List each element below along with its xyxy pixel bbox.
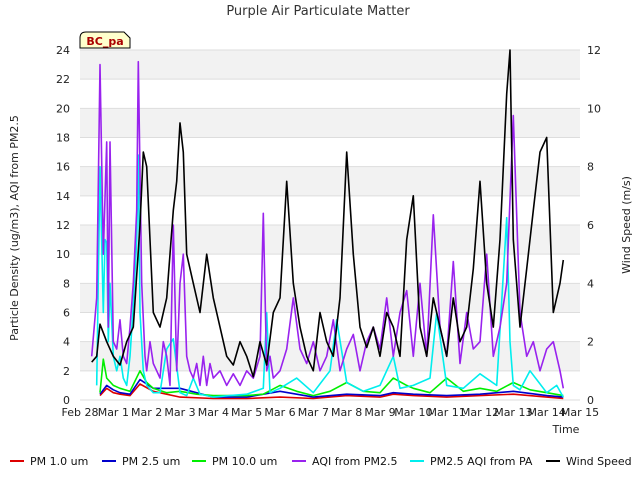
y-tick-label: 14 [56,190,70,203]
y2-tick-label: 10 [587,102,601,115]
x-tick-label: Mar 13 [494,406,532,419]
grid-band [80,79,580,109]
grid-band [80,108,580,138]
x-tick-label: Mar 3 [164,406,195,419]
y-tick-label: 20 [56,102,70,115]
x-tick-label: Mar 4 [198,406,229,419]
series-line-pm-1-0-um [99,383,564,400]
x-tick-label: Mar 6 [264,406,295,419]
grid-band [80,137,580,167]
station-badge-label: BC_pa [86,35,123,48]
chart-title: Purple Air Particulate Matter [226,4,410,19]
legend-label-pm-1-0-um: PM 1.0 um [30,455,88,468]
grid-band [80,50,580,80]
y-tick-label: 4 [63,336,70,349]
y-tick-label: 12 [56,219,70,232]
legend-label-pm-2-5-um: PM 2.5 um [122,455,180,468]
y-tick-label: 10 [56,248,70,261]
y-tick-label: 22 [56,73,70,86]
x-axis-label: Time [552,423,580,436]
series-line-pm2-5-aqi-from-pa [95,154,564,398]
x-tick-label: Mar 11 [428,406,466,419]
y2-tick-label: 6 [587,219,594,232]
y2-axis-label: Wind Speed (m/s) [620,176,633,274]
y-tick-label: 6 [63,307,70,320]
series-line-pm-2-5-um [99,378,564,398]
y-axis-right: 0 2 4 6 8 10 12 [587,44,601,407]
grid-band [80,225,580,255]
legend-label-pm2-5-aqi-from-pa: PM2.5 AQI from PA [430,455,533,468]
y2-tick-label: 0 [587,394,594,407]
legend: PM 1.0 um PM 2.5 um PM 10.0 um AQI from PM2… [10,455,632,468]
x-axis: Feb 28 Mar 1 Mar 2 Mar 3 Mar 4 Mar 5 Mar 6 Mar … [62,406,600,419]
y2-tick-label: 4 [587,277,594,290]
grid-band [80,195,580,225]
x-tick-label: Mar 14 [528,406,566,419]
x-tick-label: Mar 7 [298,406,329,419]
x-tick-label: Mar 9 [364,406,395,419]
legend-label-wind-speed: Wind Speed [566,455,632,468]
series-line-pm-10-0-um [99,358,564,397]
y2-tick-label: 8 [587,161,594,174]
x-tick-label: Mar 8 [331,406,362,419]
legend-label-aqi-from-pm2-5: AQI from PM2.5 [312,455,397,468]
x-tick-label: Mar 1 [98,406,129,419]
y-tick-label: 2 [63,365,70,378]
y2-tick-label: 12 [587,44,601,57]
y2-tick-label: 2 [587,336,594,349]
x-tick-label: Mar 12 [461,406,499,419]
x-tick-label: Mar 10 [394,406,432,419]
y-tick-label: 24 [56,44,70,57]
x-tick-label: Mar 15 [561,406,599,419]
station-badge: BC_pa [79,31,131,49]
grid-band [80,166,580,196]
y-axis-label: Particle Density (ug/m3), AQI from PM2.5 [8,115,21,341]
y-tick-label: 8 [63,277,70,290]
y-tick-label: 18 [56,132,70,145]
series-line-wind-speed [91,49,565,378]
legend-label-pm-10-0-um: PM 10.0 um [212,455,277,468]
series-line-aqi-from-pm2-5 [90,60,565,389]
y-tick-label: 16 [56,161,70,174]
x-tick-label: Feb 28 [62,406,99,419]
x-tick-label: Mar 2 [131,406,162,419]
y-tick-label: 0 [63,394,70,407]
x-tick-label: Mar 5 [231,406,262,419]
series-layer [90,49,565,400]
